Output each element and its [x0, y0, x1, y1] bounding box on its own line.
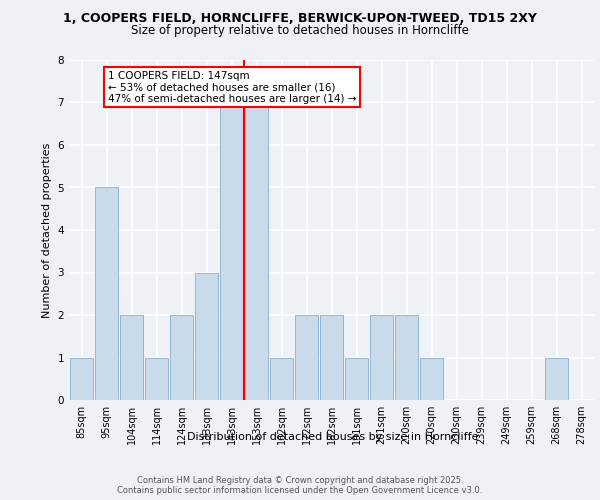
Bar: [70, 358, 93, 400]
Bar: [345, 358, 368, 400]
Bar: [120, 315, 143, 400]
Bar: [245, 102, 268, 400]
Bar: [320, 315, 343, 400]
Bar: [270, 358, 293, 400]
Bar: [195, 272, 218, 400]
Text: Contains HM Land Registry data © Crown copyright and database right 2025.
Contai: Contains HM Land Registry data © Crown c…: [118, 476, 482, 495]
Bar: [545, 358, 568, 400]
Bar: [420, 358, 443, 400]
Text: 1, COOPERS FIELD, HORNCLIFFE, BERWICK-UPON-TWEED, TD15 2XY: 1, COOPERS FIELD, HORNCLIFFE, BERWICK-UP…: [63, 12, 537, 26]
Text: 1 COOPERS FIELD: 147sqm
← 53% of detached houses are smaller (16)
47% of semi-de: 1 COOPERS FIELD: 147sqm ← 53% of detache…: [108, 70, 356, 104]
Y-axis label: Number of detached properties: Number of detached properties: [42, 142, 52, 318]
Bar: [95, 188, 118, 400]
Bar: [220, 102, 243, 400]
Bar: [295, 315, 318, 400]
Bar: [370, 315, 393, 400]
Text: Size of property relative to detached houses in Horncliffe: Size of property relative to detached ho…: [131, 24, 469, 37]
Text: Distribution of detached houses by size in Horncliffe: Distribution of detached houses by size …: [187, 432, 479, 442]
Bar: [170, 315, 193, 400]
Bar: [395, 315, 418, 400]
Bar: [145, 358, 168, 400]
